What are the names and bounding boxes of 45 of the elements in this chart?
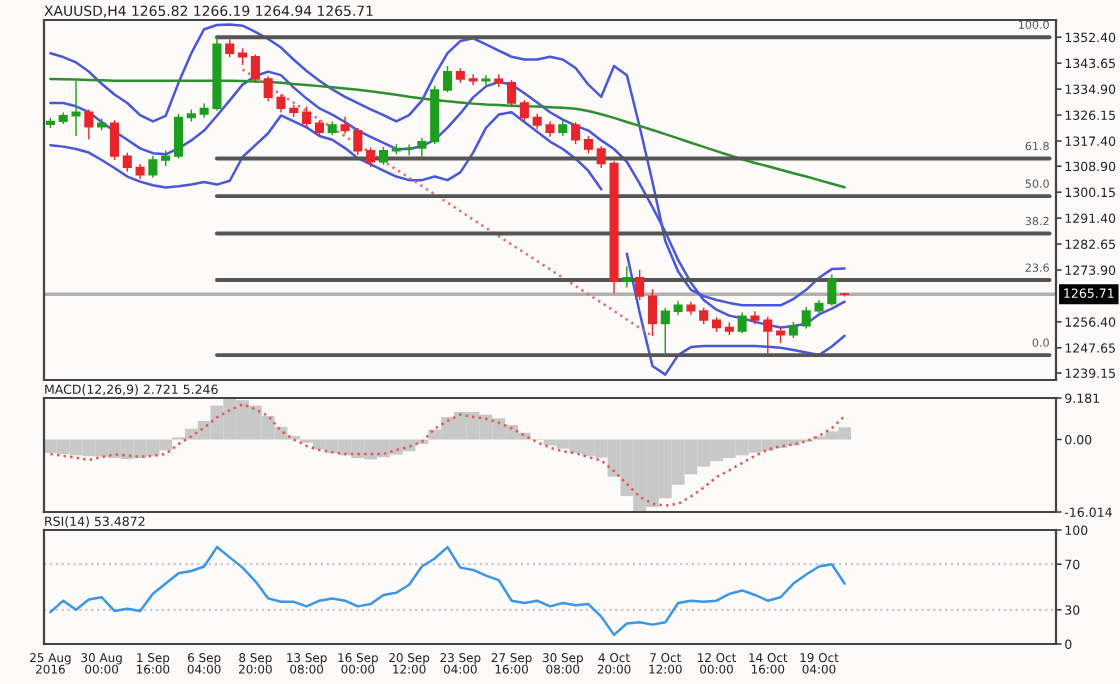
candlestick [302, 105, 312, 129]
candlestick [84, 108, 94, 140]
candlestick [186, 108, 196, 123]
line-series [49, 77, 846, 189]
candlestick [122, 152, 132, 173]
candlestick [635, 268, 645, 301]
candlestick [750, 310, 760, 325]
candlestick [609, 160, 619, 295]
candlestick [455, 67, 465, 84]
candlestick [622, 265, 632, 289]
candlestick [507, 79, 517, 108]
candlestick [583, 135, 593, 155]
candlestick [135, 163, 145, 180]
candlestick [378, 146, 389, 166]
candlestick [596, 145, 606, 169]
candlestick [724, 321, 734, 336]
candlestick [250, 53, 260, 84]
candlestick [711, 316, 722, 333]
candlestick [673, 300, 683, 317]
candlestick [776, 327, 786, 344]
candlestick [558, 118, 568, 137]
candlestick [161, 149, 171, 167]
candlestick [109, 119, 119, 161]
candlestick [327, 120, 337, 136]
candlestick [788, 321, 798, 339]
candlestick [225, 38, 235, 59]
candlestick [647, 288, 658, 337]
line-series [241, 68, 654, 338]
candlestick [366, 146, 376, 168]
candlestick [699, 306, 709, 325]
candlestick [314, 119, 324, 138]
candlestick [442, 65, 453, 94]
candlestick [686, 301, 696, 316]
candlestick [173, 113, 184, 160]
line-series [49, 403, 846, 507]
candlestick [148, 155, 158, 179]
candlestick [481, 74, 491, 87]
candlestick [737, 311, 747, 334]
candlestick [840, 292, 850, 298]
candlestick [763, 316, 773, 355]
candlestick [519, 99, 529, 123]
candlestick [468, 73, 478, 86]
candlestick [430, 85, 440, 145]
line-series [49, 545, 846, 637]
candlestick [571, 121, 581, 145]
